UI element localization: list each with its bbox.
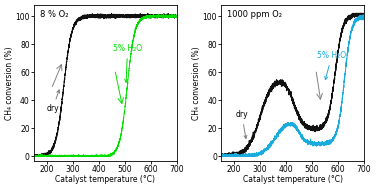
- Text: 5% H₂O: 5% H₂O: [317, 51, 346, 80]
- Text: 8 % O₂: 8 % O₂: [39, 9, 68, 19]
- Text: dry: dry: [46, 90, 59, 113]
- Y-axis label: CH₄ conversion (%): CH₄ conversion (%): [5, 46, 14, 119]
- Y-axis label: CH₄ conversion (%): CH₄ conversion (%): [192, 46, 201, 119]
- X-axis label: Catalyst temperature (°C): Catalyst temperature (°C): [243, 175, 343, 184]
- Text: 5% H₂O: 5% H₂O: [113, 44, 142, 82]
- Text: dry: dry: [235, 110, 248, 139]
- Text: 1000 ppm O₂: 1000 ppm O₂: [227, 9, 282, 19]
- X-axis label: Catalyst temperature (°C): Catalyst temperature (°C): [55, 175, 155, 184]
